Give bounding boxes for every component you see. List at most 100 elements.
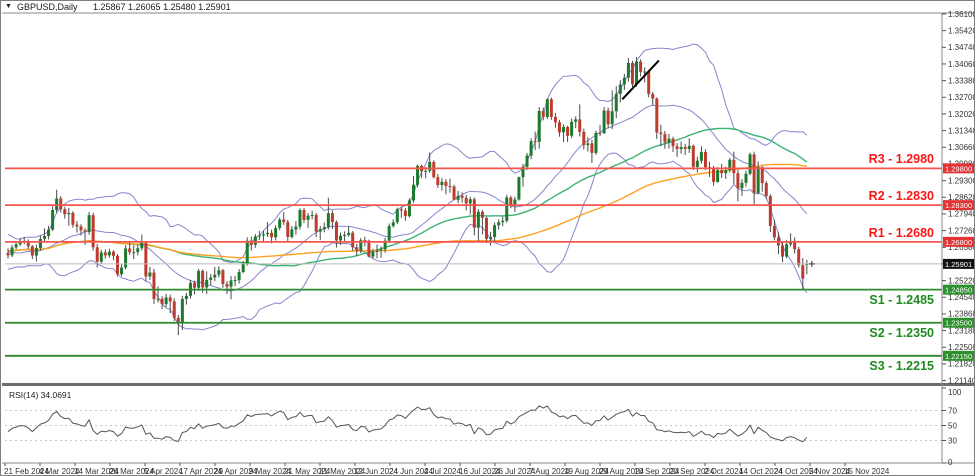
candle-body-bear: [314, 214, 318, 232]
candle-body-bear: [480, 211, 484, 218]
candle-body-bull: [744, 173, 748, 183]
candle-body-bull: [99, 252, 103, 262]
ma-slow-line: [7, 163, 807, 259]
time-axis-label: 5 Nov 2024: [809, 467, 850, 476]
candle-body-bull: [476, 211, 480, 228]
time-axis-label: 21 Feb 2024: [4, 467, 49, 476]
candle-body-bear: [59, 198, 63, 210]
candle-body-bear: [103, 252, 107, 256]
candle-body-bull: [391, 222, 395, 226]
candle-body-bear: [452, 186, 456, 200]
candle-body-bear: [399, 209, 403, 211]
candle-body-bear: [444, 181, 448, 187]
rsi-axis-label: 50: [948, 422, 957, 431]
candle-body-bear: [509, 197, 513, 206]
price-axis-tick-label: 1.21820: [948, 360, 975, 369]
time-axis-label: 17 Apr 2024: [179, 467, 223, 476]
price-axis-tick-label: 1.36100: [948, 10, 975, 19]
candle-body-bear: [460, 195, 464, 198]
candle-body-bear: [639, 61, 643, 72]
time-axis-label: 15 Nov 2024: [844, 467, 890, 476]
candle-body-bull: [148, 272, 152, 277]
candle-body-bear: [176, 317, 180, 323]
time-axis-label: 26 Mar 2024: [109, 467, 154, 476]
candle-body-bear: [578, 119, 582, 132]
candle-body-bull: [610, 111, 614, 125]
candle-body-bull: [501, 220, 505, 223]
candle-body-bull: [440, 181, 444, 186]
rsi-axis-label: 30: [948, 437, 957, 446]
candle-body-bear: [801, 265, 805, 279]
time-axis-label: 16 Jul 2024: [459, 467, 501, 476]
candle-body-bull: [489, 236, 493, 239]
candle-body-bull: [716, 170, 720, 182]
price-axis-badge-label: 1.25901: [945, 260, 972, 269]
candle-body-bull: [253, 236, 257, 245]
time-axis-label: 2 Oct 2024: [704, 467, 744, 476]
candle-body-bull: [586, 143, 590, 146]
candle-body-bull: [213, 274, 217, 278]
candle-body-bull: [347, 232, 351, 236]
candle-body-bear: [647, 71, 651, 94]
panel-separator[interactable]: [2, 383, 975, 386]
candle-body-bull: [326, 213, 330, 228]
candle-body-bull: [274, 227, 278, 238]
candle-body-bull: [67, 212, 71, 215]
chart-symbol-title: GBPUSD,Daily: [17, 2, 78, 12]
candle-body-bull: [594, 132, 598, 153]
time-axis-label: 4 Jul 2024: [424, 467, 461, 476]
candle-body-bear: [764, 183, 768, 197]
candle-body-bull: [626, 62, 630, 78]
candle-body-bear: [675, 146, 679, 150]
candle-body-bear: [286, 222, 290, 237]
candle-body-bear: [63, 209, 67, 215]
price-axis-tick-label: 1.27260: [948, 226, 975, 235]
price-axis-tick-label: 1.25220: [948, 276, 975, 285]
candle-body-bull: [233, 280, 237, 282]
candle-body-bear: [270, 232, 274, 238]
trend-line[interactable]: [621, 59, 660, 100]
candle-body-bear: [363, 240, 367, 242]
candle-body-bear: [671, 138, 675, 147]
ma-fast-line: [7, 127, 808, 267]
candle-body-bull: [521, 166, 525, 178]
candle-body-bull: [724, 170, 728, 174]
candle-body-bear: [772, 225, 776, 238]
candle-body-bull: [748, 154, 752, 174]
price-axis-badge-label: 1.29800: [945, 164, 972, 173]
candle-body-bear: [160, 298, 164, 305]
candle-body-bear: [691, 145, 695, 167]
candle-body-bear: [71, 212, 75, 225]
candle-body-bull: [570, 121, 574, 136]
candle-body-bear: [655, 98, 659, 133]
candle-body-bull: [107, 251, 111, 256]
candle-body-bear: [367, 240, 371, 257]
candle-body-bull: [51, 210, 55, 230]
candle-body-bear: [598, 132, 602, 134]
candle-body-bull: [371, 251, 375, 257]
candle-body-bear: [201, 270, 205, 288]
candle-body-bull: [229, 280, 233, 287]
candle-body-bull: [622, 77, 626, 85]
time-axis-label: 31 May 2024: [319, 467, 366, 476]
candle-body-bull: [266, 232, 270, 235]
candle-body-bear: [75, 224, 79, 227]
candle-body-bear: [533, 141, 537, 143]
price-axis-badge: [943, 236, 974, 247]
price-axis-tick-label: 1.21140: [948, 376, 975, 385]
candle-body-bull: [359, 240, 363, 251]
candle-body-bear: [732, 159, 736, 174]
price-axis-badge-label: 1.28300: [945, 201, 972, 210]
candle-body-bear: [6, 252, 10, 256]
candle-body-bear: [403, 210, 407, 217]
time-axis-label: 5 Apr 2024: [144, 467, 183, 476]
time-axis-label: 19 Aug 2024: [564, 467, 609, 476]
candle-body-bull: [339, 235, 343, 241]
candle-body-bear: [302, 210, 306, 220]
symbol-dropdown-icon[interactable]: ▼: [5, 3, 12, 10]
candle-body-bull: [785, 244, 789, 257]
candle-body-bull: [497, 222, 501, 226]
candle-body-bull: [424, 170, 428, 172]
